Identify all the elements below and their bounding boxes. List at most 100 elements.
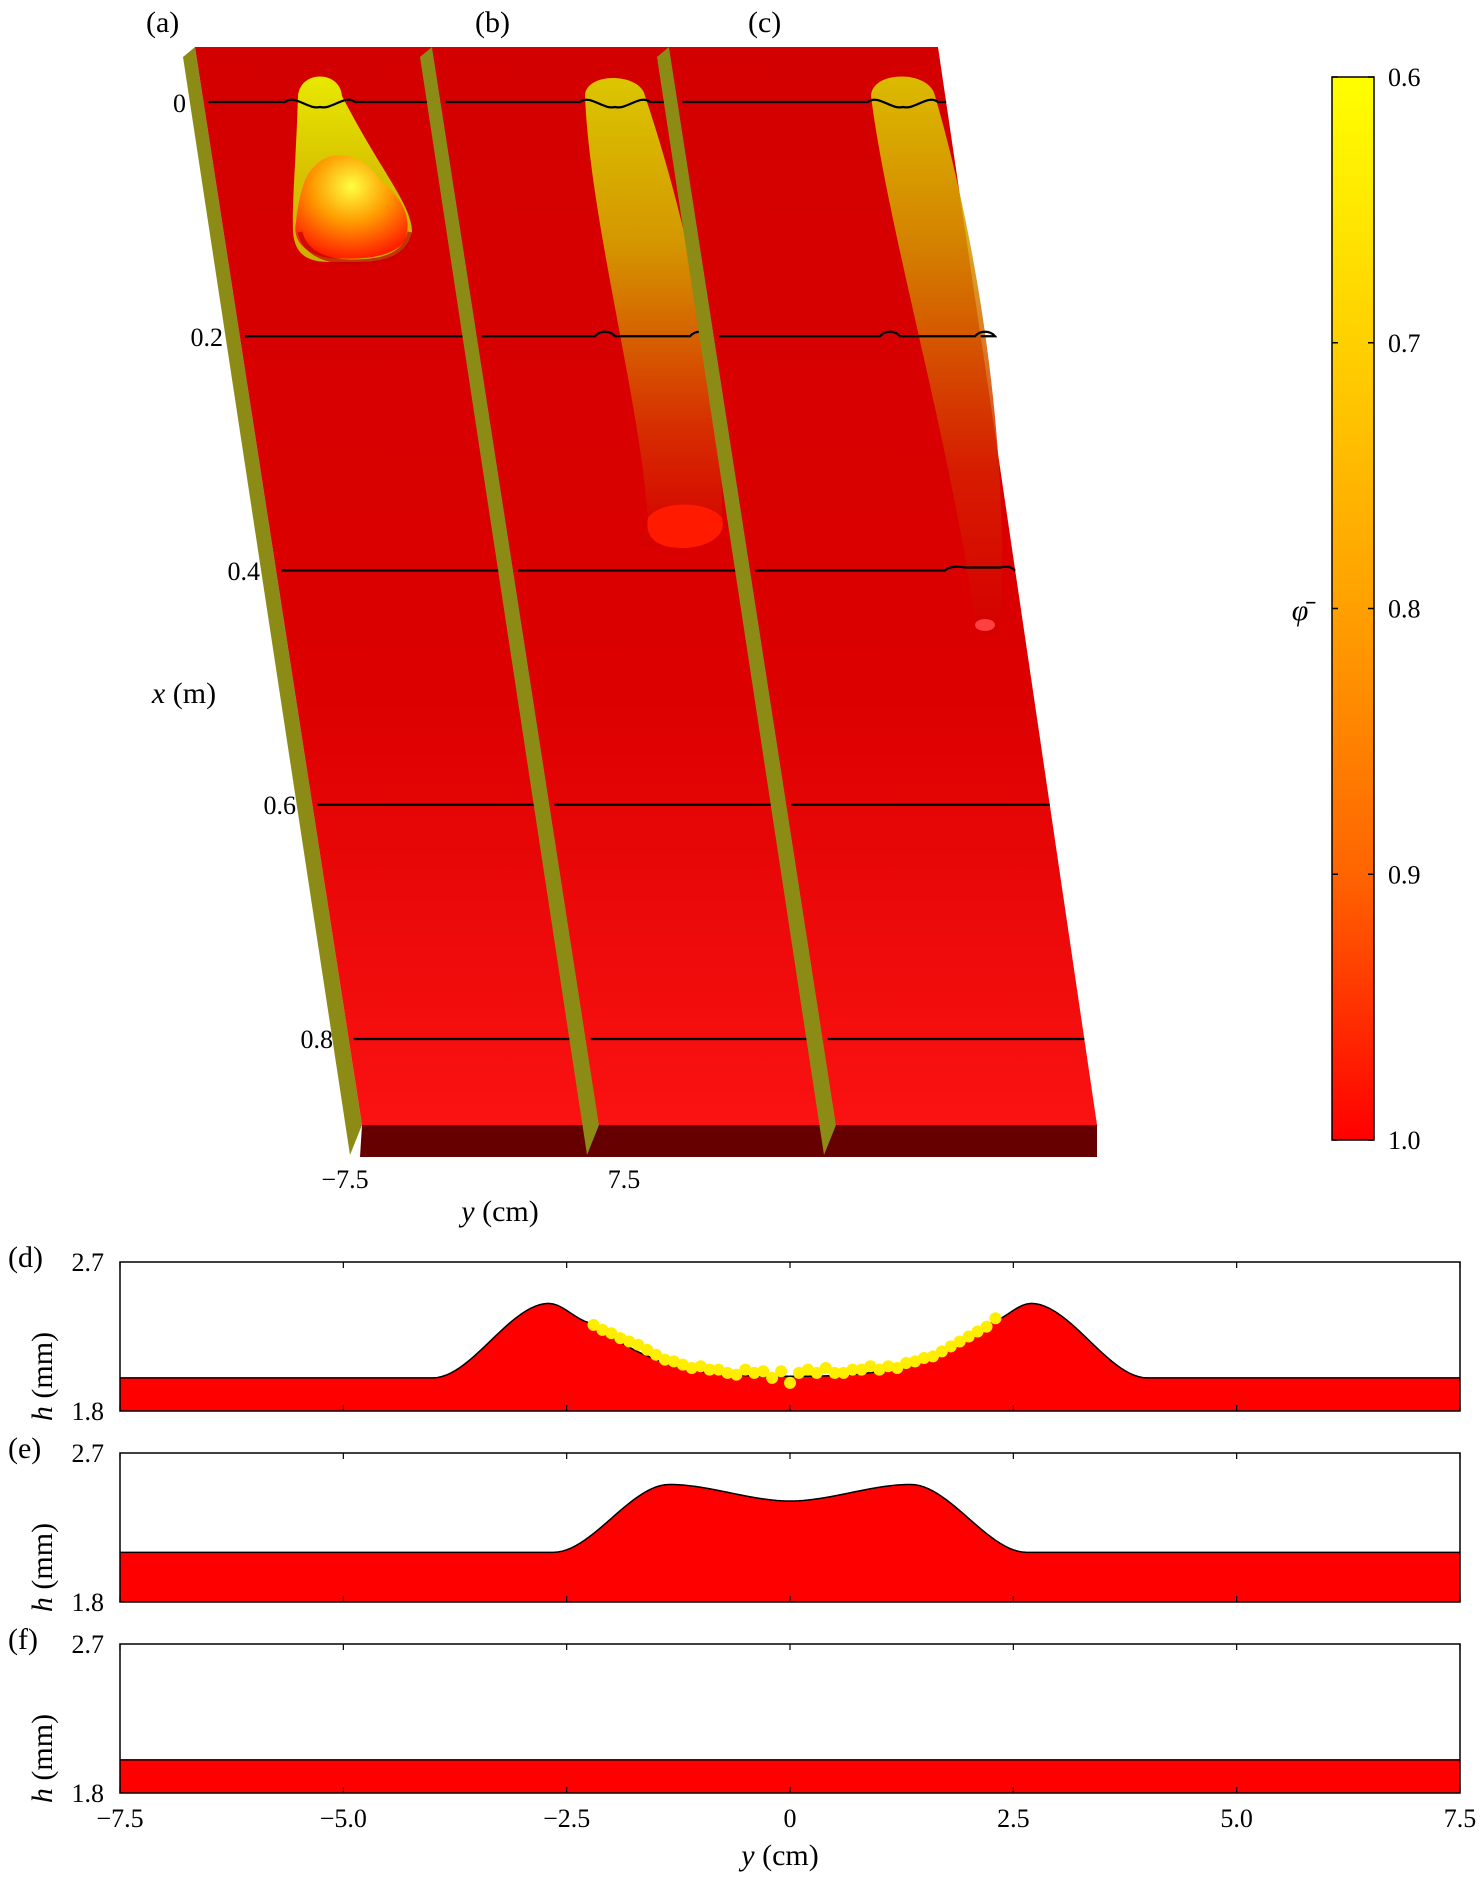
slab-top-face [432, 47, 860, 1125]
x-tick-label: 0.6 [264, 791, 297, 820]
data-point [944, 1340, 957, 1353]
x-tick-label: −2.5 [543, 1804, 590, 1833]
slab-panel-c [657, 47, 1097, 1157]
data-point [757, 1365, 770, 1378]
x-axis-label: y (cm) [738, 1839, 818, 1872]
x-axis-label-var: y [738, 1839, 755, 1872]
slab-panel-a [183, 47, 623, 1157]
x-axis-label-var: x [151, 677, 166, 710]
y-tick-label: 1.8 [72, 1779, 105, 1808]
panel-label-d: (d) [8, 1241, 43, 1274]
contour-line-x0 [208, 98, 473, 109]
data-point [685, 1361, 698, 1374]
data-point [650, 1348, 662, 1361]
data-point [641, 1343, 654, 1356]
data-point [935, 1345, 948, 1358]
slab-side-face [183, 47, 362, 1155]
x-axis-label-unit: (cm) [755, 1839, 819, 1872]
data-point [846, 1363, 859, 1376]
data-point [658, 1353, 671, 1366]
data-point [784, 1376, 796, 1389]
colorbar-tick-label: 0.6 [1388, 63, 1421, 92]
data-point [882, 1360, 895, 1373]
data-point [828, 1366, 841, 1379]
profile-fill [120, 1303, 1460, 1411]
profile-panels: (d) 2.7 1.8 h (mm) (e) 2.7 1.8 h (mm) (f) 2.7 1.8 h… [8, 1241, 1476, 1872]
contour-line-x0 [682, 98, 947, 109]
panel-label-c: (c) [748, 6, 781, 39]
data-point [766, 1371, 779, 1384]
y-tick-label: −7.5 [321, 1165, 368, 1194]
profile-line [120, 1483, 1460, 1554]
data-point [819, 1361, 832, 1374]
colorbar: 0.6 0.7 0.8 0.9 1.0 φ̄ [1292, 63, 1421, 1155]
y-axis-label-var: y [458, 1195, 475, 1228]
x-tick-label: 0.8 [301, 1025, 334, 1054]
contour-line-x0 [445, 98, 710, 109]
data-point [900, 1356, 913, 1369]
data-point [971, 1325, 984, 1338]
y-axis-label: h (mm) [26, 1714, 59, 1803]
data-point [730, 1368, 743, 1381]
y-axis-label-unit: (mm) [26, 1714, 59, 1788]
contour-line-x2 [755, 565, 1016, 572]
colorbar-tick-label: 0.8 [1388, 595, 1421, 624]
x-axis-label: x (m) [151, 677, 216, 710]
colorbar-label: φ̄ [1292, 594, 1317, 627]
data-point [962, 1330, 975, 1343]
y-tick-label: 2.7 [72, 1630, 105, 1659]
y-tick-label: 2.7 [72, 1439, 105, 1468]
y-tick-label: 7.5 [608, 1165, 641, 1194]
y-axis-label-var: h [26, 1788, 59, 1803]
data-point [721, 1366, 734, 1379]
data-point [989, 1312, 1002, 1325]
plume-tip [647, 504, 723, 548]
data-point [980, 1320, 993, 1333]
x-tick-label: 7.5 [1444, 1804, 1477, 1833]
data-point [953, 1335, 966, 1348]
slab-front-face [597, 1125, 860, 1157]
contour-line-x1 [718, 330, 998, 338]
profile-line [120, 1302, 1460, 1379]
y-axis-label: h (mm) [26, 1332, 59, 1421]
profile-fill [120, 1484, 1460, 1602]
colorbar-scale [1331, 76, 1375, 1141]
slab-top-face [195, 47, 623, 1125]
data-point [703, 1363, 716, 1376]
y-tick-label: 1.8 [72, 1588, 105, 1617]
panel-label-e: (e) [8, 1432, 41, 1465]
y-axis-label: h (mm) [26, 1523, 59, 1612]
panel-label-b: (b) [475, 6, 510, 39]
slab-side-face [657, 47, 836, 1155]
panel-label-f: (f) [8, 1623, 38, 1656]
y-axis-label-var: h [26, 1406, 59, 1421]
data-point [775, 1365, 788, 1378]
y-axis-label-var: h [26, 1597, 59, 1612]
plume-tip [295, 155, 408, 259]
data-point [632, 1338, 645, 1351]
plume-rim [297, 231, 413, 265]
profile-panel-d: (d) 2.7 1.8 h (mm) [8, 1241, 1461, 1426]
data-point [810, 1366, 823, 1379]
slab-front-face [360, 1125, 623, 1157]
y-axis-label-unit: (mm) [26, 1332, 59, 1406]
colorbar-tick-label: 0.7 [1388, 329, 1421, 358]
colorbar-tick-label: 0.9 [1388, 860, 1421, 889]
plume-body [871, 76, 1002, 635]
x-tick-label: 0 [784, 1804, 797, 1833]
x-axis-label-unit: (m) [165, 677, 216, 710]
x-tick-label: −7.5 [96, 1804, 143, 1833]
data-point [587, 1318, 600, 1331]
x-tick-label: −5.0 [320, 1804, 367, 1833]
x-tick-label: 5.0 [1220, 1804, 1253, 1833]
profile-fill [120, 1759, 1460, 1793]
y-axis-label-unit: (cm) [475, 1195, 539, 1228]
plume-tip [975, 619, 995, 631]
data-point [748, 1366, 761, 1379]
y-axis-label: y (cm) [458, 1195, 538, 1228]
slab-top-face [669, 47, 1097, 1125]
x-tick-label: 2.5 [997, 1804, 1030, 1833]
x-tick-label: 0.4 [228, 557, 261, 586]
x-tick-label: 0.2 [191, 323, 224, 352]
colorbar-tick-label: 1.0 [1388, 1126, 1421, 1155]
